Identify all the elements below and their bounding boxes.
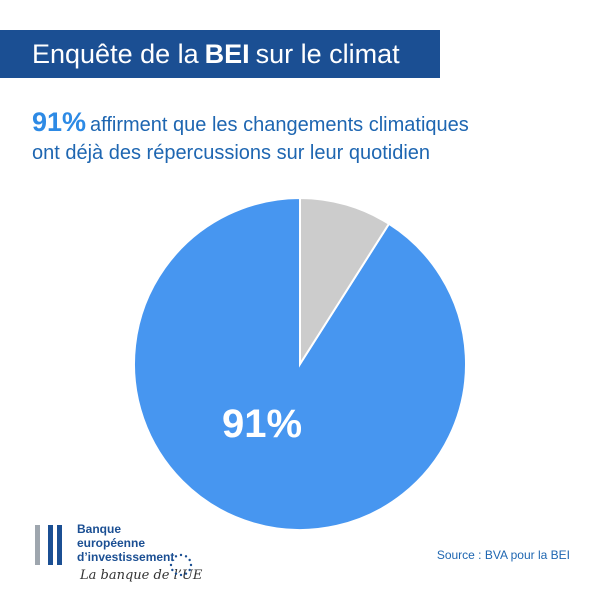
headline-line1: affirment que les changements climatique… xyxy=(90,114,469,136)
eu-star xyxy=(189,563,193,567)
eu-star xyxy=(174,555,178,558)
logo-line1: Banque xyxy=(77,522,122,536)
eu-star xyxy=(184,572,188,575)
eu-star xyxy=(179,553,183,557)
logo-bar-blue-2 xyxy=(57,525,62,565)
eu-star xyxy=(188,558,191,562)
eu-star xyxy=(169,563,173,567)
eu-star xyxy=(179,573,183,577)
logo-bar-blue-1 xyxy=(48,525,53,565)
title-text: Enquête de la xyxy=(32,38,199,69)
logo-line3: d’investissement xyxy=(77,550,175,564)
source-note: Source : BVA pour la BEI xyxy=(436,548,570,562)
logo-text: Banque européenne d’investissement xyxy=(77,522,227,564)
headline-percent: 91% xyxy=(32,107,87,137)
headline-line2: ont déjà des répercussions sur leur quot… xyxy=(32,142,431,164)
eu-star xyxy=(188,568,191,572)
eu-stars-icon xyxy=(169,553,193,577)
pie-slice-0 xyxy=(133,196,467,531)
eib-bars-logo-icon xyxy=(35,525,71,565)
eu-star xyxy=(174,572,178,575)
title-text-end: sur le climat xyxy=(255,38,400,69)
eu-star xyxy=(184,555,188,558)
logo-line2: européenne xyxy=(77,536,146,550)
pie-slice-1 xyxy=(299,196,391,368)
logo-tagline: La banque de l’UE xyxy=(80,568,203,583)
pie-slice-label-0: 91% xyxy=(222,402,302,446)
title-banner: Enquête de la BEI sur le climat xyxy=(0,30,440,78)
eu-star xyxy=(171,568,174,572)
logo-bar-grey xyxy=(35,525,40,565)
eu-star xyxy=(171,558,174,562)
title-bold: BEI xyxy=(204,38,250,69)
headline: 91% affirment que les changements climati… xyxy=(32,108,572,167)
